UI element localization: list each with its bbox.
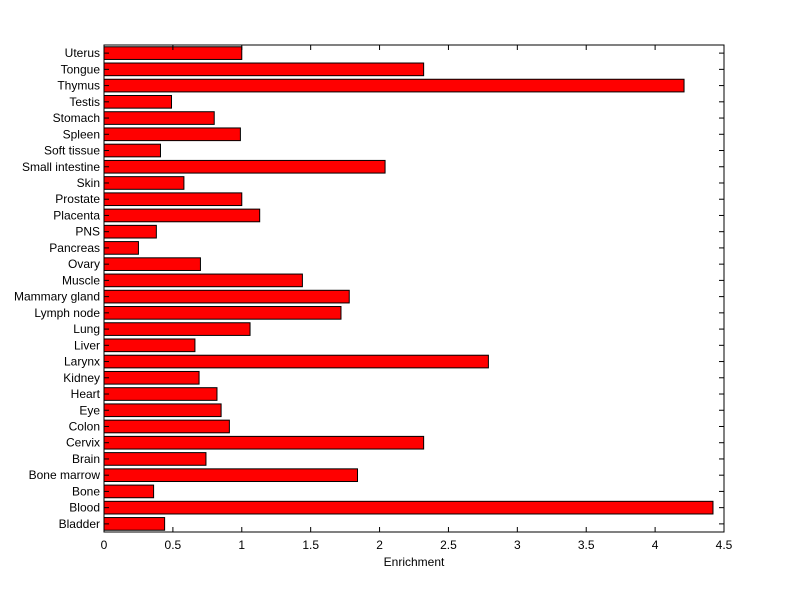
category-label-thymus: Thymus [57,79,100,93]
category-label-uterus: Uterus [65,46,100,60]
ticks-group [103,45,725,532]
bar-placenta [103,208,261,223]
bar-bone [103,484,155,499]
bar-small-intestine [103,159,386,174]
bar-ovary [103,257,201,271]
x-tick-label: 2 [376,538,383,552]
category-label-lymph-node: Lymph node [34,306,100,320]
bar-brain [103,452,207,466]
category-label-colon: Colon [69,419,100,433]
category-label-cervix: Cervix [66,436,100,450]
category-label-eye: Eye [79,403,100,417]
bar-skin [103,176,185,190]
bar-heart [103,387,218,401]
x-tick-label: 2.5 [440,538,457,552]
bar-prostate [103,192,243,207]
x-tick-label: 1 [238,538,245,552]
category-labels-group: Uterus Tongue Thymus Testis Stomach Spleen Sof… [14,46,101,531]
x-tick-label: 0.5 [165,538,182,552]
category-label-small-intestine: Small intestine [22,160,100,174]
category-label-spleen: Spleen [63,127,100,141]
category-label-placenta: Placenta [53,208,100,222]
category-label-skin: Skin [77,176,100,190]
bar-pns [103,224,157,239]
category-label-bone-marrow: Bone marrow [29,468,101,482]
bar-bladder [103,517,166,531]
x-tick-labels-group: 0 0.5 1 1.5 2 2.5 3 3.5 4 4.5 [101,538,733,552]
x-tick-label: 3 [514,538,521,552]
bar-liver [103,338,196,353]
category-label-soft-tissue: Soft tissue [44,144,100,158]
category-label-lung: Lung [73,322,100,336]
category-label-kidney: Kidney [63,371,100,385]
bar-lung [103,322,251,336]
category-label-bladder: Bladder [59,517,100,531]
plot-frame [103,44,725,533]
category-label-blood: Blood [69,501,100,515]
bar-kidney [103,370,200,385]
category-label-pns: PNS [75,225,100,239]
category-label-ovary: Ovary [68,257,100,271]
bar-bone-marrow [103,468,359,483]
x-axis-label: Enrichment [384,555,445,569]
bar-blood [103,500,714,515]
bar-soft-tissue [103,143,161,158]
category-label-bone: Bone [72,484,100,498]
category-label-mammary-gland: Mammary gland [14,290,100,304]
category-label-liver: Liver [74,338,100,352]
category-label-prostate: Prostate [55,192,100,206]
category-label-testis: Testis [69,95,100,109]
x-tick-label: 1.5 [302,538,319,552]
bar-pancreas [103,241,139,255]
x-tick-label: 0 [101,538,108,552]
bar-lymph-node [103,306,342,320]
category-label-pancreas: Pancreas [49,241,100,255]
category-label-larynx: Larynx [64,355,100,369]
bar-cervix [103,435,425,450]
bar-colon [103,419,230,434]
bar-larynx [103,354,489,369]
bar-muscle [103,273,303,288]
bar-mammary-gland [103,289,350,304]
category-label-brain: Brain [72,452,100,466]
bar-tongue [103,62,425,77]
x-tick-label: 4 [652,538,659,552]
bar-thymus [103,78,685,93]
bar-spleen [103,127,241,142]
category-label-tongue: Tongue [61,62,101,76]
category-label-muscle: Muscle [62,273,100,287]
bar-stomach [103,111,215,125]
x-tick-label: 4.5 [716,538,733,552]
category-label-stomach: Stomach [53,111,100,125]
bar-eye [103,403,222,418]
x-tick-label: 3.5 [578,538,595,552]
category-label-heart: Heart [71,387,101,401]
bar-testis [103,94,173,109]
